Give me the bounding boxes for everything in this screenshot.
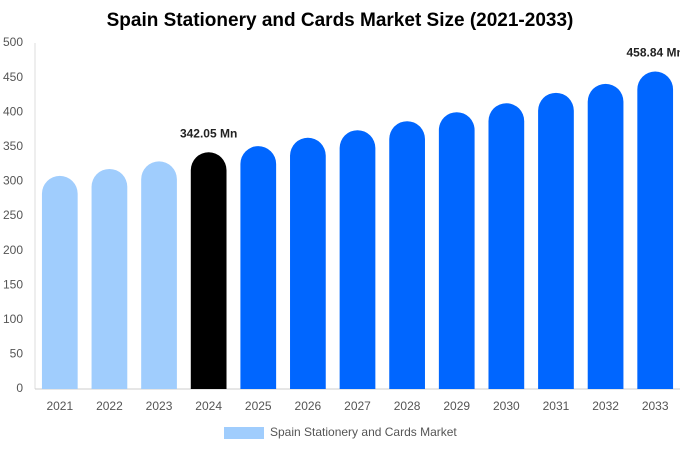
bar [488, 103, 525, 389]
x-tick-label: 2027 [344, 399, 371, 413]
y-tick-label: 350 [3, 139, 23, 153]
y-tick-label: 100 [3, 312, 23, 326]
bar [290, 137, 326, 389]
x-tick-label: 2021 [46, 399, 73, 413]
legend-label: Spain Stationery and Cards Market [270, 425, 457, 439]
bar [240, 146, 277, 389]
x-tick-label: 2030 [493, 399, 520, 413]
bar [538, 92, 574, 389]
bar [438, 112, 475, 389]
y-tick-label: 50 [10, 347, 24, 361]
bar [141, 161, 177, 389]
y-tick-label: 200 [3, 243, 23, 257]
value-label: 342.05 Mn [180, 126, 237, 140]
value-label: 458.84 Mn [627, 46, 680, 60]
bar [91, 168, 128, 389]
bar [637, 71, 674, 389]
bar [41, 175, 78, 389]
x-tick-label: 2031 [543, 399, 570, 413]
bar [587, 83, 624, 389]
x-tick-label: 2024 [195, 399, 222, 413]
x-tick-label: 2032 [592, 399, 619, 413]
x-tick-label: 2028 [394, 399, 421, 413]
bar [339, 130, 376, 389]
x-tick-label: 2025 [245, 399, 272, 413]
y-tick-label: 500 [3, 35, 23, 49]
y-tick-label: 400 [3, 104, 23, 118]
x-tick-label: 2022 [96, 399, 123, 413]
y-tick-label: 450 [3, 70, 23, 84]
x-tick-label: 2026 [295, 399, 322, 413]
chart-title: Spain Stationery and Cards Market Size (… [107, 10, 574, 31]
x-tick-label: 2023 [146, 399, 173, 413]
y-tick-label: 250 [3, 208, 23, 222]
y-tick-label: 150 [3, 277, 23, 291]
bar [190, 152, 227, 389]
y-tick-label: 300 [3, 174, 23, 188]
legend-swatch [224, 427, 264, 439]
y-tick-label: 0 [16, 381, 23, 395]
bar [389, 121, 425, 389]
x-tick-label: 2033 [642, 399, 669, 413]
x-tick-label: 2029 [443, 399, 470, 413]
